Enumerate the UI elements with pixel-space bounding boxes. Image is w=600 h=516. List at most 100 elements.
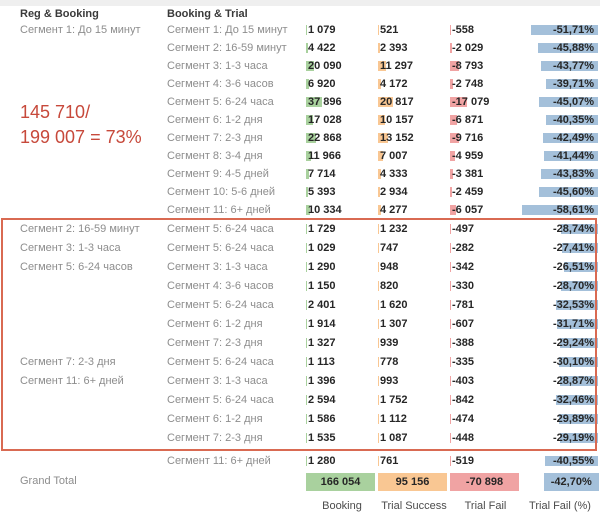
trial-fail-cell[interactable]: -330: [450, 280, 521, 292]
table-row[interactable]: Сегмент 11: 6+ дней 1 280 761 -519 -40,55%: [0, 451, 600, 470]
table-row[interactable]: Сегмент 2: 16-59 минут Сегмент 5: 6-24 ча…: [0, 219, 600, 238]
trial-fail-pct-cell[interactable]: -41,44%: [521, 150, 599, 162]
trial-fail-pct-cell[interactable]: -28,87%: [521, 375, 599, 387]
booking-cell[interactable]: 1 729: [306, 223, 378, 235]
reg-booking-label[interactable]: Сегмент 5: 6-24 часов: [20, 260, 133, 273]
trial-fail-cell[interactable]: -474: [450, 413, 521, 425]
booking-trial-label[interactable]: Сегмент 6: 1-2 дня: [167, 317, 263, 330]
trial-fail-pct-cell[interactable]: -31,71%: [521, 318, 599, 330]
grand-total-trial-success-cell[interactable]: 95 156: [378, 472, 450, 491]
booking-cell[interactable]: 22 868: [306, 132, 378, 144]
trial-fail-pct-cell[interactable]: -39,71%: [521, 78, 599, 90]
booking-cell[interactable]: 1 290: [306, 261, 378, 273]
measure-label-trial-success[interactable]: Trial Success: [381, 500, 447, 512]
trial-success-cell[interactable]: 747: [378, 242, 450, 254]
measure-label-booking[interactable]: Booking: [322, 500, 362, 512]
table-row[interactable]: Сегмент 6: 1-2 дня 1 914 1 307 -607 -31,71%: [0, 314, 600, 333]
table-row[interactable]: Сегмент 9: 4-5 дней 7 714 4 333 -3 381 -43,8…: [0, 165, 600, 183]
trial-fail-cell[interactable]: -2 748: [450, 78, 521, 90]
table-row[interactable]: Сегмент 11: 6+ дней 10 334 4 277 -6 057 -58,…: [0, 201, 600, 219]
booking-cell[interactable]: 1 113: [306, 356, 378, 368]
trial-success-cell[interactable]: 1 752: [378, 394, 450, 406]
booking-trial-label[interactable]: Сегмент 4: 3-6 часов: [167, 279, 274, 292]
booking-trial-label[interactable]: Сегмент 3: 1-3 часа: [167, 60, 268, 72]
trial-fail-pct-cell[interactable]: -27,41%: [521, 242, 599, 254]
reg-booking-label[interactable]: Сегмент 3: 1-3 часа: [20, 241, 121, 254]
trial-success-cell[interactable]: 521: [378, 24, 450, 36]
booking-trial-label[interactable]: Сегмент 5: 6-24 часа: [167, 393, 274, 406]
trial-fail-cell[interactable]: -4 959: [450, 150, 521, 162]
booking-trial-label[interactable]: Сегмент 5: 6-24 часа: [167, 222, 274, 235]
trial-fail-pct-cell[interactable]: -30,10%: [521, 356, 599, 368]
trial-fail-cell[interactable]: -2 459: [450, 186, 521, 198]
trial-success-cell[interactable]: 11 297: [378, 60, 450, 72]
booking-trial-label[interactable]: Сегмент 7: 2-3 дня: [167, 336, 263, 349]
grand-total-booking-cell[interactable]: 166 054: [306, 472, 378, 491]
header-reg-booking[interactable]: Reg & Booking: [20, 7, 99, 20]
booking-trial-label[interactable]: Сегмент 5: 6-24 часа: [167, 241, 274, 254]
trial-fail-cell[interactable]: -9 716: [450, 132, 521, 144]
trial-fail-pct-cell[interactable]: -40,55%: [521, 455, 599, 467]
trial-success-cell[interactable]: 820: [378, 280, 450, 292]
trial-fail-pct-cell[interactable]: -28,70%: [521, 280, 599, 292]
trial-success-cell[interactable]: 1 620: [378, 299, 450, 311]
booking-trial-label[interactable]: Сегмент 1: До 15 минут: [167, 24, 288, 36]
trial-success-cell[interactable]: 4 172: [378, 78, 450, 90]
booking-trial-label[interactable]: Сегмент 11: 6+ дней: [167, 204, 271, 216]
table-row[interactable]: Сегмент 7: 2-3 дня 1 535 1 087 -448 -29,19%: [0, 428, 600, 447]
trial-fail-cell[interactable]: -6 057: [450, 204, 521, 216]
booking-trial-label[interactable]: Сегмент 7: 2-3 дня: [167, 431, 263, 444]
grand-total-trial-fail-cell[interactable]: -70 898: [450, 472, 521, 491]
booking-trial-label[interactable]: Сегмент 10: 5-6 дней: [167, 186, 275, 198]
table-row[interactable]: Сегмент 5: 6-24 часов Сегмент 3: 1-3 часа…: [0, 257, 600, 276]
header-booking-trial[interactable]: Booking & Trial: [167, 7, 248, 20]
booking-trial-label[interactable]: Сегмент 5: 6-24 часа: [167, 355, 274, 368]
trial-fail-cell[interactable]: -3 381: [450, 168, 521, 180]
trial-fail-pct-cell[interactable]: -40,35%: [521, 114, 599, 126]
trial-fail-pct-cell[interactable]: -51,71%: [521, 24, 599, 36]
trial-fail-cell[interactable]: -842: [450, 394, 521, 406]
booking-trial-label[interactable]: Сегмент 3: 1-3 часа: [167, 260, 268, 273]
trial-fail-pct-cell[interactable]: -45,88%: [521, 42, 599, 54]
trial-fail-pct-cell[interactable]: -43,77%: [521, 60, 599, 72]
table-row[interactable]: Сегмент 2: 16-59 минут 4 422 2 393 -2 029 -4…: [0, 39, 600, 57]
trial-success-cell[interactable]: 761: [378, 455, 450, 467]
booking-cell[interactable]: 5 393: [306, 186, 378, 198]
measure-label-trial-fail-pct[interactable]: Trial Fail (%): [529, 500, 591, 512]
booking-cell[interactable]: 2 594: [306, 394, 378, 406]
reg-booking-label[interactable]: Сегмент 7: 2-3 дня: [20, 355, 116, 368]
trial-success-cell[interactable]: 948: [378, 261, 450, 273]
grand-total-row[interactable]: Grand Total 166 054 95 156 -70 898 -42,7…: [0, 471, 599, 491]
booking-cell[interactable]: 37 896: [306, 96, 378, 108]
table-row[interactable]: Сегмент 6: 1-2 дня 1 586 1 112 -474 -29,89%: [0, 409, 600, 428]
trial-fail-cell[interactable]: -2 029: [450, 42, 521, 54]
booking-cell[interactable]: 1 150: [306, 280, 378, 292]
booking-cell[interactable]: 10 334: [306, 204, 378, 216]
trial-success-cell[interactable]: 7 007: [378, 150, 450, 162]
booking-cell[interactable]: 4 422: [306, 42, 378, 54]
table-row[interactable]: Сегмент 4: 3-6 часов 6 920 4 172 -2 748 -39,…: [0, 75, 600, 93]
booking-cell[interactable]: 17 028: [306, 114, 378, 126]
trial-fail-cell[interactable]: -781: [450, 299, 521, 311]
trial-success-cell[interactable]: 10 157: [378, 114, 450, 126]
trial-fail-pct-cell[interactable]: -45,60%: [521, 186, 599, 198]
table-row[interactable]: Сегмент 3: 1-3 часа 20 090 11 297 -8 793 -43…: [0, 57, 600, 75]
booking-cell[interactable]: 20 090: [306, 60, 378, 72]
trial-fail-cell[interactable]: -448: [450, 432, 521, 444]
booking-cell[interactable]: 6 920: [306, 78, 378, 90]
booking-cell[interactable]: 1 586: [306, 413, 378, 425]
trial-success-cell[interactable]: 1 112: [378, 413, 450, 425]
trial-fail-pct-cell[interactable]: -28,74%: [521, 223, 599, 235]
trial-fail-cell[interactable]: -497: [450, 223, 521, 235]
trial-success-cell[interactable]: 4 277: [378, 204, 450, 216]
trial-fail-cell[interactable]: -282: [450, 242, 521, 254]
booking-cell[interactable]: 1 327: [306, 337, 378, 349]
booking-cell[interactable]: 1 280: [306, 455, 378, 467]
trial-success-cell[interactable]: 4 333: [378, 168, 450, 180]
booking-trial-label[interactable]: Сегмент 8: 3-4 дня: [167, 150, 263, 162]
reg-booking-label[interactable]: Сегмент 11: 6+ дней: [20, 374, 124, 387]
table-row[interactable]: Сегмент 5: 6-24 часа 2 594 1 752 -842 -32,46…: [0, 390, 600, 409]
table-row[interactable]: Сегмент 8: 3-4 дня 11 966 7 007 -4 959 -41,4…: [0, 147, 600, 165]
trial-success-cell[interactable]: 778: [378, 356, 450, 368]
table-row[interactable]: Сегмент 5: 6-24 часа 2 401 1 620 -781 -32,53…: [0, 295, 600, 314]
